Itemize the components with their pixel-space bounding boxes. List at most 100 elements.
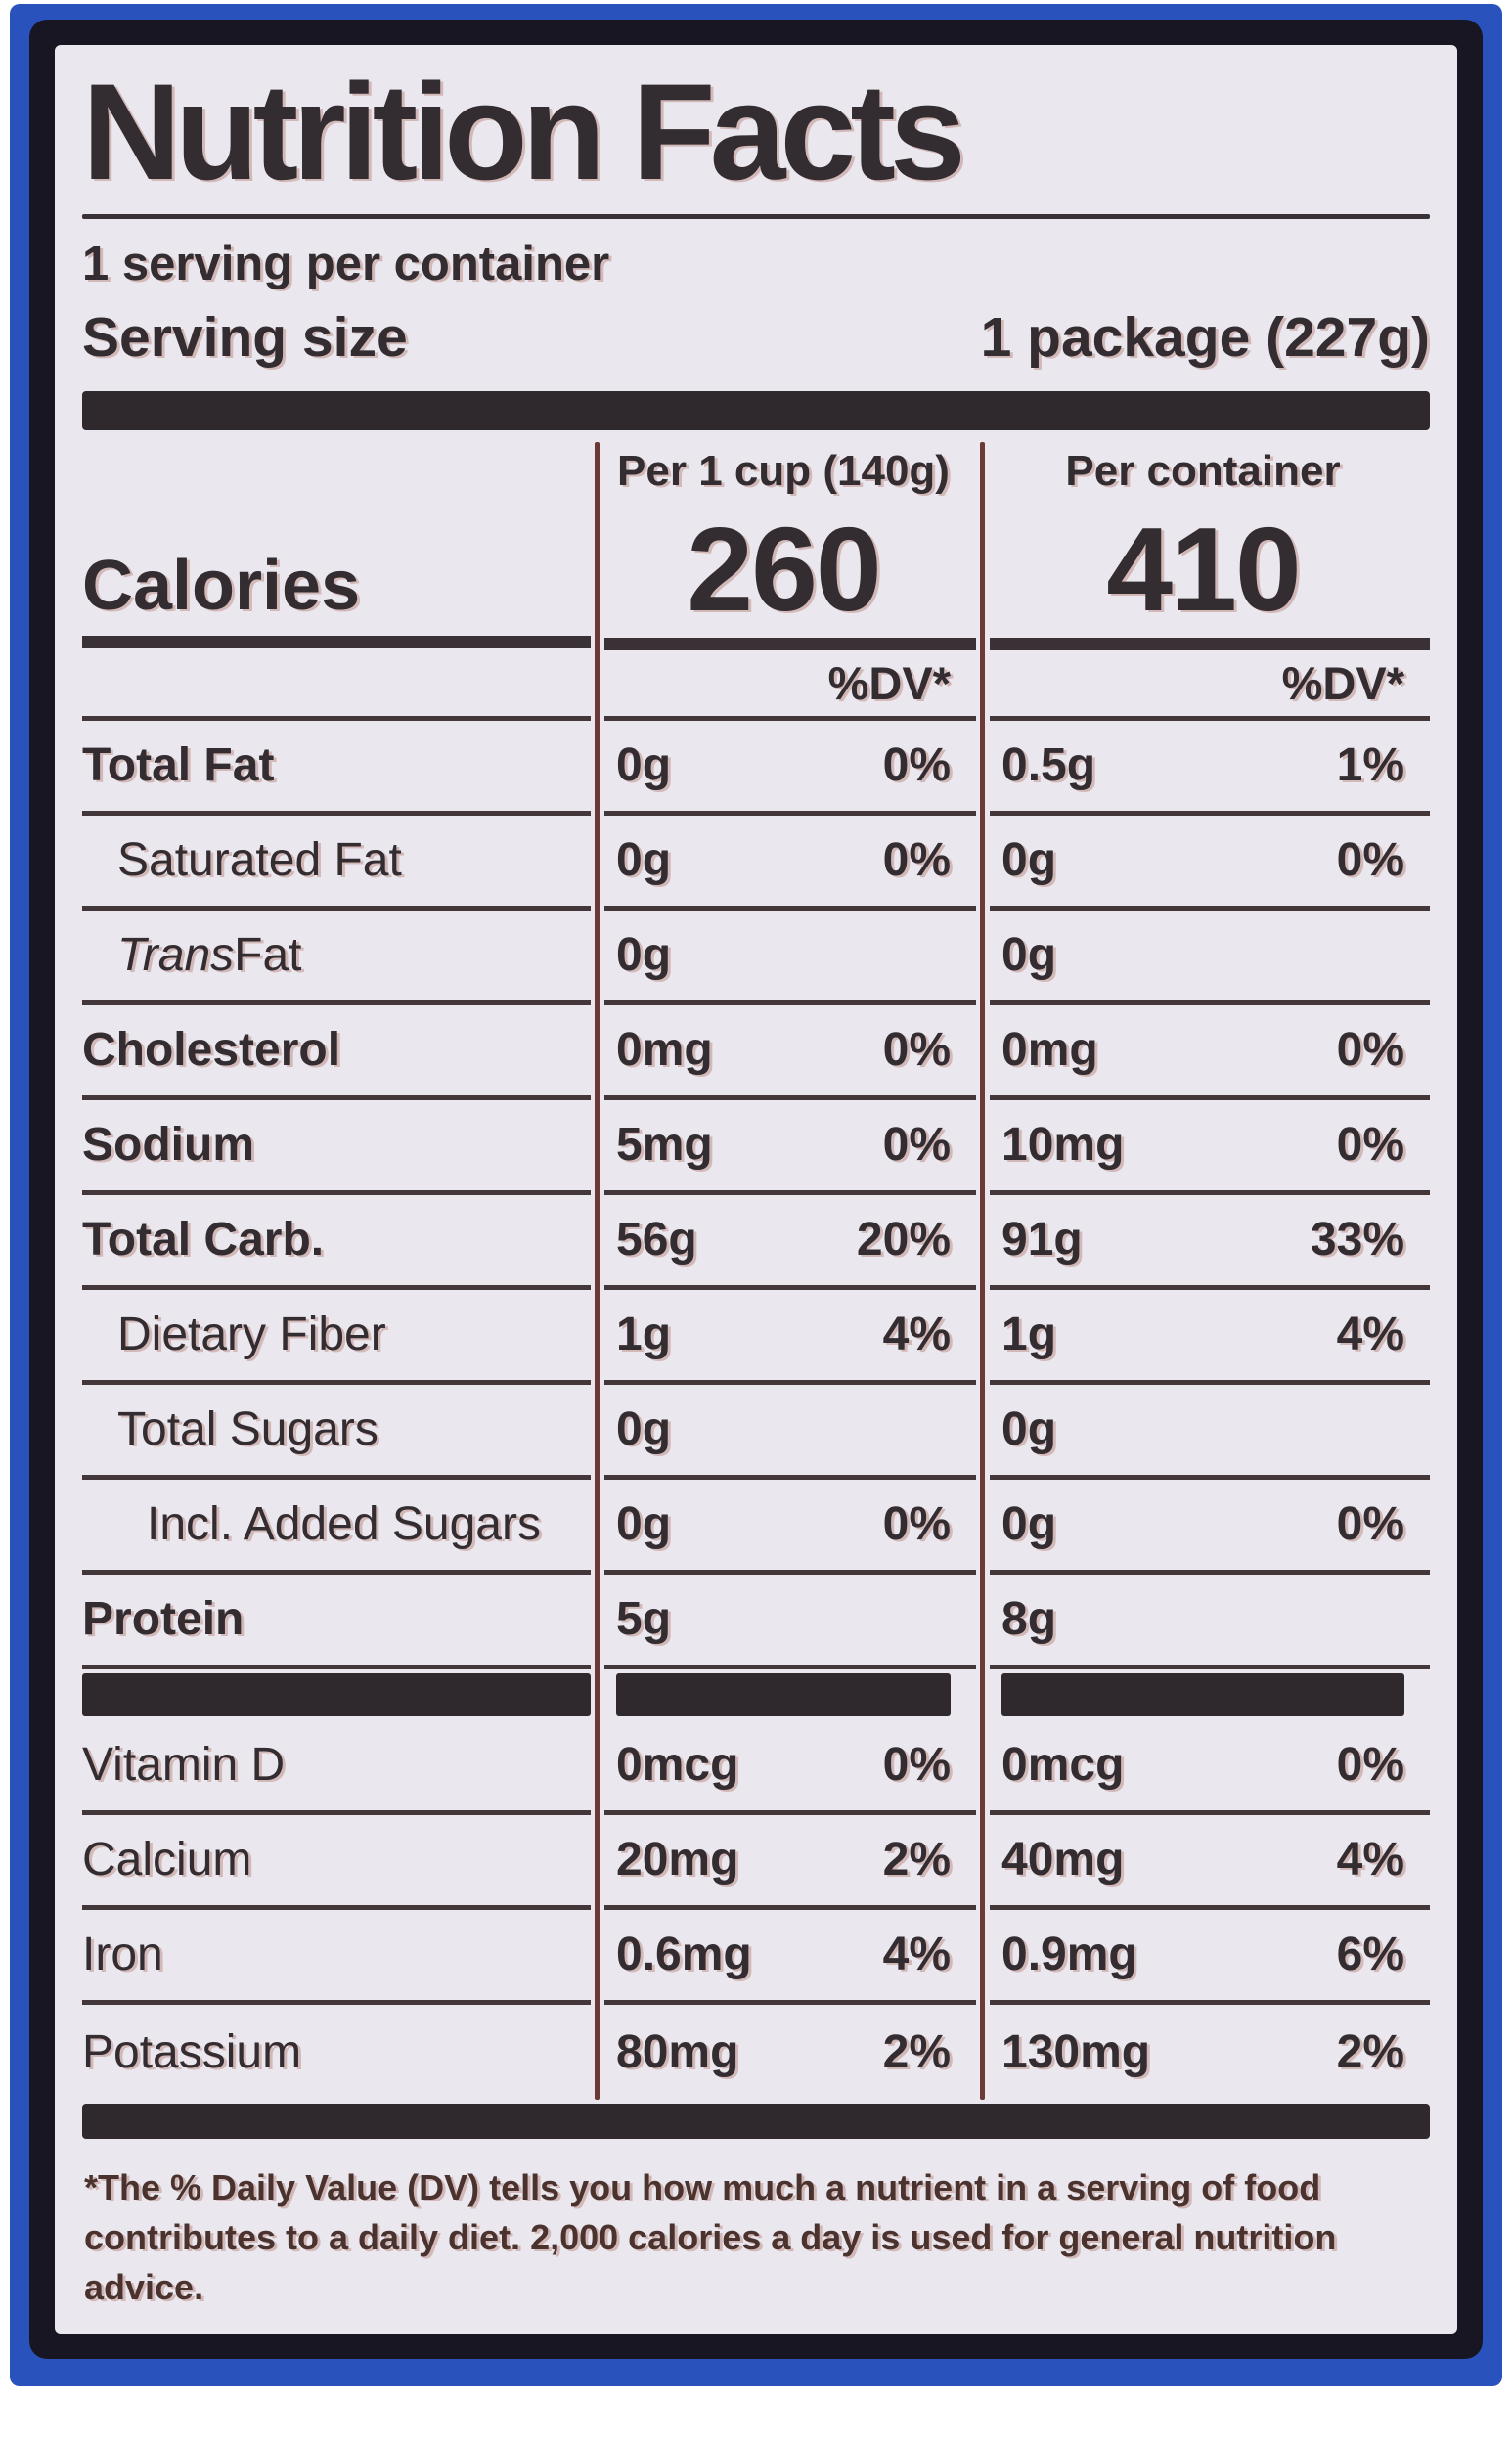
divider-thick	[82, 2103, 1430, 2139]
row-added-sugars: Incl. Added Sugars 0g 0% 0g 0%	[82, 1480, 1430, 1575]
nutrient-name: Dietary Fiber	[117, 1309, 386, 1361]
vitamins-separator-row	[82, 1669, 1430, 1720]
nutrient-name: Cholesterol	[82, 1024, 341, 1077]
amount-per-container: 91g	[1001, 1214, 1083, 1267]
amount-per-cup: 20mg	[616, 1834, 739, 1887]
amount-per-container: 0g	[1001, 1403, 1057, 1456]
amount-per-cup: 56g	[616, 1214, 697, 1267]
dv-per-cup: 2%	[882, 1834, 951, 1887]
nutrient-name: Total Carb.	[82, 1214, 325, 1267]
amount-per-container: 10mg	[1001, 1119, 1125, 1172]
amount-per-cup: 0g	[616, 1498, 672, 1551]
calories-per-container: 410	[990, 501, 1430, 650]
column-header-per-container: Per container	[1065, 446, 1341, 495]
nutrient-name: Saturated Fat	[117, 834, 402, 887]
row-vitamin-d: Vitamin D 0mcg 0% 0mcg 0%	[82, 1720, 1430, 1815]
dv-per-cup: 20%	[856, 1214, 951, 1267]
dv-per-cup: 0%	[882, 1024, 951, 1077]
dv-per-container: 0%	[1336, 1739, 1404, 1792]
dv-per-container: 6%	[1336, 1929, 1404, 1981]
amount-per-cup: 0.6mg	[616, 1929, 752, 1981]
dv-header-per-container: %DV*	[990, 650, 1430, 721]
amount-per-cup: 0g	[616, 739, 672, 792]
dv-per-container: 4%	[1336, 1834, 1404, 1887]
footnote: *The % Daily Value (DV) tells you how mu…	[84, 2166, 1337, 2307]
amount-per-cup: 1g	[616, 1309, 672, 1361]
row-protein: Protein 5g 8g	[82, 1575, 1430, 1669]
row-dietary-fiber: Dietary Fiber 1g 4% 1g 4%	[82, 1290, 1430, 1385]
column-divider	[595, 441, 600, 2100]
nutrient-name-italic: Trans	[117, 929, 235, 982]
amount-per-container: 0.9mg	[1001, 1929, 1137, 1981]
row-calcium: Calcium 20mg 2% 40mg 4%	[82, 1815, 1430, 1910]
row-total-fat: Total Fat 0g 0% 0.5g 1%	[82, 721, 1430, 816]
label-title: Nutrition Facts	[82, 55, 966, 208]
amount-per-cup: 0g	[616, 1403, 672, 1456]
nutrition-label-inner: Nutrition Facts 1 serving per container …	[55, 45, 1457, 2334]
separator-bar	[82, 1669, 591, 1720]
dv-per-cup: 0%	[882, 834, 951, 887]
dv-per-container: 4%	[1336, 1309, 1404, 1361]
dv-per-cup: 4%	[882, 1309, 951, 1361]
dv-per-cup: 0%	[882, 1739, 951, 1792]
row-total-sugars: Total Sugars 0g 0g	[82, 1385, 1430, 1480]
dv-header-per-cup: %DV*	[604, 650, 976, 721]
nutrient-name: Iron	[82, 1929, 163, 1981]
dv-per-container: 0%	[1336, 1024, 1404, 1077]
amount-per-cup: 0mcg	[616, 1739, 739, 1792]
amount-per-container: 0mcg	[1001, 1739, 1125, 1792]
column-header-per-cup: Per 1 cup (140g)	[617, 446, 950, 495]
amount-per-cup: 0mg	[616, 1024, 713, 1077]
amount-per-container: 1g	[1001, 1309, 1057, 1361]
dv-per-cup: 0%	[882, 739, 951, 792]
nutrition-label: Nutrition Facts 1 serving per container …	[29, 20, 1483, 2359]
row-cholesterol: Cholesterol 0mg 0% 0mg 0%	[82, 1005, 1430, 1100]
dv-per-container: 1%	[1336, 739, 1404, 792]
calories-label: Calories	[82, 502, 591, 649]
amount-per-container: 130mg	[1001, 2025, 1151, 2078]
row-iron: Iron 0.6mg 4% 0.9mg 6%	[82, 1910, 1430, 2005]
amount-per-cup: 80mg	[616, 2025, 739, 2078]
dv-per-cup: 2%	[882, 2025, 951, 2078]
amount-per-container: 0g	[1001, 834, 1057, 887]
serving-size-label: Serving size	[82, 305, 408, 369]
nutrient-name: Fat	[234, 929, 302, 982]
dv-per-cup: 4%	[882, 1929, 951, 1981]
amount-per-container: 0g	[1001, 1498, 1057, 1551]
nutrient-grid: Per 1 cup (140g) Per container Calories …	[82, 441, 1430, 2100]
dv-per-container: 2%	[1336, 2025, 1404, 2078]
amount-per-container: 0g	[1001, 929, 1057, 982]
amount-per-container: 40mg	[1001, 1834, 1125, 1887]
calories-row: Calories 260 410	[82, 501, 1430, 650]
amount-per-cup: 5mg	[616, 1119, 713, 1172]
serving-size-value: 1 package (227g)	[980, 305, 1430, 369]
row-total-carb: Total Carb. 56g 20% 91g 33%	[82, 1195, 1430, 1290]
serving-size-row: Serving size 1 package (227g)	[82, 305, 1430, 370]
amount-per-cup: 0g	[616, 929, 672, 982]
amount-per-container: 0mg	[1001, 1024, 1098, 1077]
divider-thin	[82, 213, 1430, 219]
amount-per-container: 0.5g	[1001, 739, 1096, 792]
nutrient-name: Total Fat	[82, 739, 275, 792]
column-header-row: Per 1 cup (140g) Per container	[82, 442, 1430, 501]
dv-per-container: 0%	[1336, 834, 1404, 887]
column-header-empty	[82, 442, 591, 501]
row-saturated-fat: Saturated Fat 0g 0% 0g 0%	[82, 816, 1430, 911]
divider-thick	[82, 390, 1430, 430]
amount-per-cup: 0g	[616, 834, 672, 887]
dv-per-cup: 0%	[882, 1498, 951, 1551]
dv-per-container: 0%	[1336, 1119, 1404, 1172]
row-potassium: Potassium 80mg 2% 130mg 2%	[82, 2005, 1430, 2100]
dv-header-row: %DV* %DV*	[82, 650, 1430, 721]
dv-per-container: 0%	[1336, 1498, 1404, 1551]
amount-per-cup: 5g	[616, 1593, 672, 1646]
row-trans-fat: Trans Fat 0g 0g	[82, 911, 1430, 1005]
dv-per-cup: 0%	[882, 1119, 951, 1172]
nutrient-name: Incl. Added Sugars	[147, 1498, 541, 1551]
servings-per-container: 1 serving per container	[82, 237, 610, 290]
amount-per-container: 8g	[1001, 1593, 1057, 1646]
dv-header-empty	[82, 650, 591, 721]
nutrient-name: Sodium	[82, 1119, 254, 1172]
nutrient-name: Potassium	[82, 2025, 302, 2078]
column-divider	[980, 441, 985, 2100]
